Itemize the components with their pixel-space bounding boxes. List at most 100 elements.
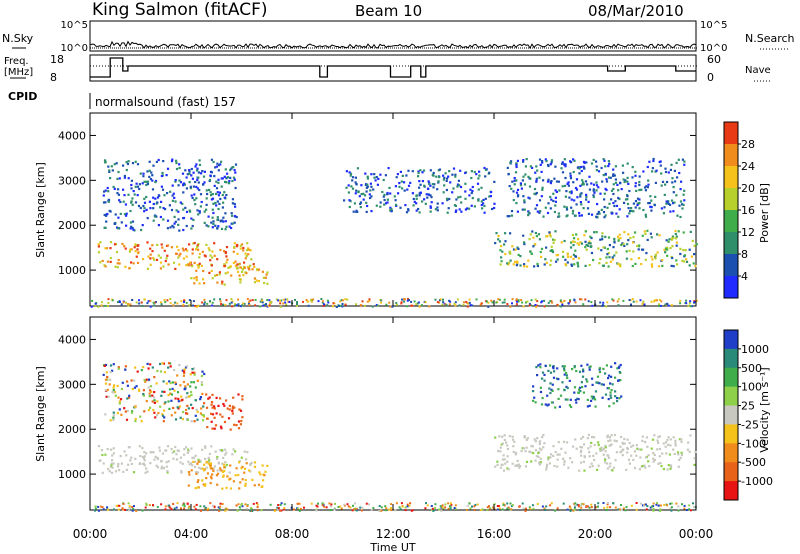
echo-cell <box>176 245 179 248</box>
echo-cell <box>658 447 661 450</box>
echo-cell <box>355 210 358 213</box>
echo-cell <box>284 301 287 304</box>
echo-cell <box>149 247 152 250</box>
echo-cell <box>280 299 283 302</box>
echo-cell <box>160 185 163 188</box>
echo-cell <box>178 364 181 367</box>
echo-cell <box>483 166 486 170</box>
echo-cell <box>679 252 682 256</box>
echo-cell <box>541 161 544 164</box>
echo-cell <box>181 172 185 175</box>
echo-cell <box>231 305 234 308</box>
echo-cell <box>215 180 218 183</box>
echo-cell <box>365 190 368 193</box>
echo-cell <box>201 392 204 395</box>
echo-cell <box>638 175 641 178</box>
echo-cell <box>536 437 539 440</box>
echo-cell <box>206 509 209 512</box>
echo-cell <box>190 469 193 472</box>
echo-cell <box>142 172 145 175</box>
echo-cell <box>549 259 553 262</box>
echo-cell <box>609 391 612 394</box>
echo-cell <box>172 192 175 195</box>
echo-cell <box>203 303 206 306</box>
echo-cell <box>244 482 247 485</box>
colorbar-segment <box>724 188 738 211</box>
echo-cell <box>152 301 155 304</box>
echo-cell <box>650 505 653 508</box>
echo-cell <box>549 364 552 367</box>
echo-cell <box>406 505 409 508</box>
echo-cell <box>127 463 130 466</box>
echo-cell <box>366 185 369 188</box>
echo-cell <box>535 366 538 369</box>
colorbar-tick-label: -1000 <box>741 475 773 488</box>
echo-cell <box>665 452 668 455</box>
echo-cell <box>186 404 189 407</box>
echo-cell <box>123 450 126 453</box>
echo-cell <box>613 240 616 243</box>
echo-cell <box>193 241 196 245</box>
echo-cell <box>322 502 325 505</box>
echo-cell <box>182 184 185 187</box>
echo-cell <box>512 445 515 448</box>
echo-cell <box>610 389 613 392</box>
echo-cell <box>372 188 375 191</box>
echo-cell <box>390 208 393 211</box>
echo-cell <box>148 175 151 178</box>
echo-cell <box>659 509 662 512</box>
echo-cell <box>118 177 121 180</box>
echo-cell <box>535 305 537 308</box>
echo-cell <box>163 409 166 412</box>
echo-cell <box>668 453 671 456</box>
echo-cell <box>108 170 111 173</box>
echo-cell <box>153 396 156 399</box>
echo-cell <box>169 392 172 395</box>
echo-cell <box>207 456 210 459</box>
echo-cell <box>580 298 583 301</box>
echo-cell <box>195 197 198 200</box>
echo-cell <box>105 395 108 398</box>
echo-cell <box>140 228 143 232</box>
echo-cell <box>215 396 218 399</box>
echo-cell <box>173 222 176 225</box>
echo-cell <box>669 168 672 171</box>
echo-cell <box>572 445 575 448</box>
echo-cell <box>117 366 120 369</box>
echo-cell <box>178 166 181 170</box>
echo-cell <box>123 407 126 410</box>
echo-cell <box>201 370 204 373</box>
echo-cell <box>565 371 568 375</box>
echo-cell <box>136 370 139 373</box>
echo-cell <box>179 201 182 204</box>
echo-cell <box>606 502 609 504</box>
echo-cell <box>228 180 231 183</box>
echo-cell <box>151 188 155 191</box>
echo-cell <box>217 462 220 465</box>
echo-cell <box>120 462 123 465</box>
echo-cell <box>588 455 591 458</box>
echo-cell <box>582 183 585 186</box>
echo-cell <box>182 191 185 194</box>
echo-cell <box>166 469 169 473</box>
echo-cell <box>129 227 132 230</box>
echo-cell <box>611 256 614 259</box>
echo-cell <box>283 503 286 506</box>
echo-cell <box>156 369 159 373</box>
echo-cell <box>167 460 170 463</box>
echo-cell <box>113 222 117 225</box>
echo-cell <box>368 299 371 302</box>
echo-cell <box>226 271 229 274</box>
echo-cell <box>241 505 244 508</box>
echo-cell <box>148 378 151 381</box>
echo-cell <box>556 303 559 306</box>
echo-cell <box>215 204 218 207</box>
echo-cell <box>669 247 672 250</box>
echo-cell <box>549 235 552 238</box>
echo-cell <box>556 465 559 468</box>
echo-cell <box>177 210 180 213</box>
echo-cell <box>149 257 152 260</box>
echo-cell <box>193 420 196 423</box>
echo-cell <box>547 369 550 372</box>
echo-cell <box>491 301 494 304</box>
